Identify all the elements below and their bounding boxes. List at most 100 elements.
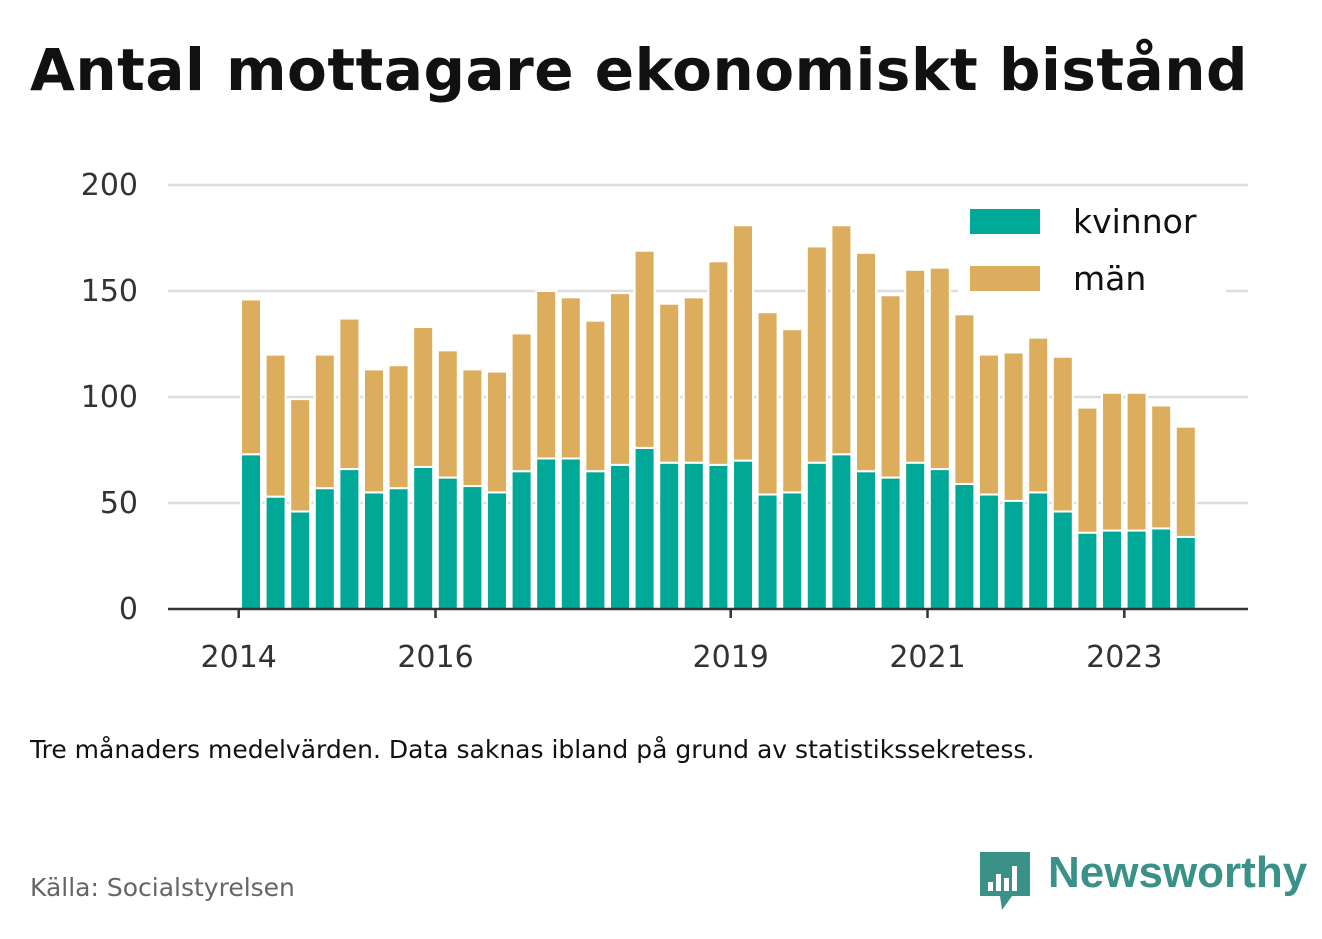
bar-man xyxy=(240,298,262,456)
bar-man xyxy=(559,296,582,460)
bar-kvinnor xyxy=(978,493,1000,610)
bar-kvinnor xyxy=(633,446,656,610)
bar-man xyxy=(609,292,631,466)
stacked-bar-chart: 0 50 100 150 200 2014 2016 2019 2021 2023 kvinnor… xyxy=(81,168,1248,675)
bar-man xyxy=(953,313,976,485)
bar-man xyxy=(756,311,779,496)
axes: 0 50 100 150 200 2014 2016 2019 2021 2023 xyxy=(81,168,1248,675)
bar-man xyxy=(781,328,804,494)
bar-man xyxy=(461,368,484,488)
bar-man xyxy=(584,319,607,473)
bar-kvinnor xyxy=(338,468,361,610)
bar-man xyxy=(855,251,877,473)
bar-man xyxy=(805,245,828,464)
bar-kvinnor xyxy=(387,487,410,610)
bar-man xyxy=(830,224,853,456)
x-tick-label: 2016 xyxy=(397,640,473,675)
y-tick-label: 200 xyxy=(81,168,138,203)
bar-man xyxy=(1150,404,1173,530)
bar-man xyxy=(1076,406,1099,534)
bar-man xyxy=(289,398,312,513)
bar-kvinnor xyxy=(240,453,262,610)
bar-kvinnor xyxy=(855,470,877,611)
bar-kvinnor xyxy=(732,459,754,610)
y-tick-label: 150 xyxy=(81,274,138,309)
x-tick-label: 2014 xyxy=(201,640,277,675)
bar-man xyxy=(535,290,558,460)
bar-kvinnor xyxy=(805,461,828,610)
bar-kvinnor xyxy=(313,487,336,610)
bar-man xyxy=(978,353,1000,496)
legend-swatch xyxy=(970,266,1040,291)
bar-man xyxy=(904,268,927,464)
bar-kvinnor xyxy=(1051,510,1074,611)
bar-man xyxy=(510,332,533,473)
bar-kvinnor xyxy=(486,491,508,610)
bar-man xyxy=(1002,351,1025,502)
y-tick-label: 50 xyxy=(100,486,138,521)
x-tick-label: 2019 xyxy=(693,640,769,675)
chart-title: Antal mottagare ekonomiskt bistånd xyxy=(30,36,1249,104)
x-tick-label: 2023 xyxy=(1086,640,1162,675)
bar-kvinnor xyxy=(953,482,976,611)
bar-kvinnor xyxy=(879,476,902,610)
bar-man xyxy=(1125,391,1148,532)
bar-man xyxy=(1174,425,1197,538)
bar-man xyxy=(732,224,754,462)
bar-kvinnor xyxy=(928,468,951,610)
bar-man xyxy=(486,370,508,494)
bar-kvinnor xyxy=(559,457,582,611)
legend-label: män xyxy=(1073,259,1146,298)
bar-kvinnor xyxy=(658,461,681,610)
bar-man xyxy=(338,317,361,471)
brand-name: Newsworthy xyxy=(1048,848,1308,897)
bar-kvinnor xyxy=(289,510,312,611)
bar-kvinnor xyxy=(609,463,631,610)
legend: kvinnor män xyxy=(958,196,1226,298)
bar-man xyxy=(658,302,681,464)
bar-kvinnor xyxy=(682,461,705,610)
legend-label: kvinnor xyxy=(1073,202,1197,241)
bar-man xyxy=(1051,355,1074,513)
bar-man xyxy=(928,266,951,471)
bar-kvinnor xyxy=(436,476,459,610)
bar-man xyxy=(436,349,459,479)
bar-kvinnor xyxy=(461,485,484,611)
bar-kvinnor xyxy=(1150,527,1173,610)
bar-kvinnor xyxy=(756,493,779,610)
bar-kvinnor xyxy=(510,470,533,611)
bar-kvinnor xyxy=(412,465,435,610)
bar-man xyxy=(633,249,656,449)
bar-man xyxy=(1101,391,1123,532)
bar-man xyxy=(387,364,410,490)
bar-kvinnor xyxy=(264,495,287,611)
bar-man xyxy=(313,353,336,490)
bar-man xyxy=(363,368,385,494)
bar-kvinnor xyxy=(1101,529,1123,610)
bar-man xyxy=(707,260,730,466)
bar-kvinnor xyxy=(584,470,607,611)
bar-kvinnor xyxy=(1125,529,1148,610)
bar-man xyxy=(879,294,902,479)
bar-man xyxy=(412,326,435,468)
source-text: Källa: Socialstyrelsen xyxy=(30,873,295,902)
bar-kvinnor xyxy=(830,453,853,610)
bar-kvinnor xyxy=(1174,535,1197,610)
bar-man xyxy=(1027,336,1050,494)
bar-kvinnor xyxy=(1076,531,1099,610)
bar-kvinnor xyxy=(1002,499,1025,611)
bar-man xyxy=(682,296,705,464)
chart-note: Tre månaders medelvärden. Data saknas ib… xyxy=(30,735,1035,764)
y-tick-label: 100 xyxy=(81,380,138,415)
newsworthy-logo-icon xyxy=(980,852,1030,910)
bar-kvinnor xyxy=(1027,491,1050,610)
legend-swatch xyxy=(970,209,1040,234)
bar-kvinnor xyxy=(363,491,385,610)
bar-kvinnor xyxy=(904,461,927,610)
bar-man xyxy=(264,353,287,498)
bar-kvinnor xyxy=(781,491,804,610)
x-tick-label: 2021 xyxy=(889,640,965,675)
y-tick-label: 0 xyxy=(119,592,138,627)
bar-kvinnor xyxy=(707,463,730,610)
bar-kvinnor xyxy=(535,457,558,611)
